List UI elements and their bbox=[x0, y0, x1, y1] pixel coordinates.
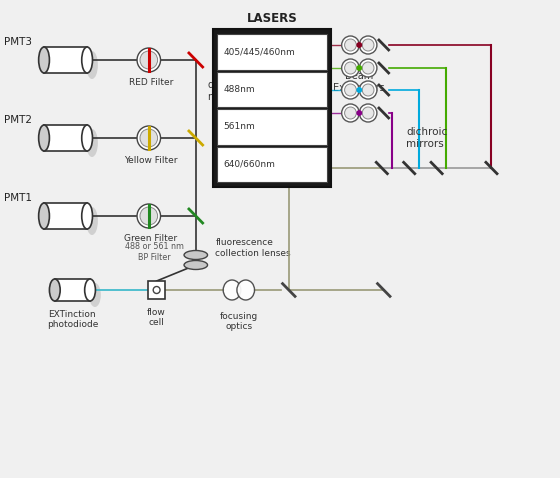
Ellipse shape bbox=[82, 47, 92, 73]
Ellipse shape bbox=[39, 203, 49, 229]
Bar bbox=[44, 47, 87, 73]
Ellipse shape bbox=[39, 125, 49, 151]
Text: flow
cell: flow cell bbox=[147, 308, 166, 327]
Ellipse shape bbox=[86, 207, 98, 235]
Circle shape bbox=[344, 39, 356, 51]
Text: PMT1: PMT1 bbox=[4, 193, 32, 203]
Ellipse shape bbox=[86, 51, 98, 79]
Circle shape bbox=[342, 104, 360, 122]
Circle shape bbox=[342, 81, 360, 99]
Ellipse shape bbox=[49, 279, 60, 301]
Text: PMT2: PMT2 bbox=[4, 115, 32, 125]
Ellipse shape bbox=[82, 125, 92, 151]
Circle shape bbox=[344, 84, 356, 96]
Circle shape bbox=[362, 39, 374, 51]
Text: focusing
optics: focusing optics bbox=[220, 312, 258, 331]
Circle shape bbox=[360, 59, 377, 77]
Ellipse shape bbox=[237, 280, 255, 300]
Circle shape bbox=[356, 110, 362, 116]
Circle shape bbox=[342, 59, 360, 77]
Ellipse shape bbox=[184, 250, 208, 260]
Circle shape bbox=[344, 62, 356, 74]
Circle shape bbox=[356, 87, 362, 93]
Circle shape bbox=[344, 107, 356, 119]
Ellipse shape bbox=[89, 283, 101, 307]
Text: LASERS: LASERS bbox=[247, 12, 297, 25]
Text: Beam
Expanders: Beam Expanders bbox=[333, 71, 385, 93]
Bar bbox=[148, 281, 165, 299]
Ellipse shape bbox=[86, 129, 98, 157]
Circle shape bbox=[137, 204, 161, 228]
Bar bbox=[217, 109, 327, 144]
Text: dichroic
mirrors: dichroic mirrors bbox=[208, 80, 246, 102]
Text: PMT3: PMT3 bbox=[4, 37, 32, 47]
Bar bbox=[44, 203, 87, 229]
Circle shape bbox=[356, 65, 362, 71]
Circle shape bbox=[362, 62, 374, 74]
Text: RED Filter: RED Filter bbox=[129, 78, 173, 87]
Circle shape bbox=[360, 36, 377, 54]
Circle shape bbox=[356, 42, 362, 48]
Circle shape bbox=[362, 107, 374, 119]
Text: 488nm: 488nm bbox=[223, 85, 255, 94]
Circle shape bbox=[140, 51, 157, 69]
Circle shape bbox=[342, 36, 360, 54]
Bar bbox=[217, 34, 327, 69]
Circle shape bbox=[140, 207, 157, 225]
Text: 561nm: 561nm bbox=[223, 122, 255, 131]
Bar bbox=[213, 29, 331, 187]
Bar bbox=[44, 125, 87, 151]
Text: EXTinction
photodiode: EXTinction photodiode bbox=[46, 310, 98, 329]
Circle shape bbox=[137, 126, 161, 150]
Circle shape bbox=[140, 129, 157, 147]
Bar bbox=[55, 279, 90, 301]
Circle shape bbox=[362, 84, 374, 96]
Text: 488 or 561 nm
BP Filter: 488 or 561 nm BP Filter bbox=[125, 242, 184, 261]
Ellipse shape bbox=[39, 47, 49, 73]
Ellipse shape bbox=[85, 279, 95, 301]
Circle shape bbox=[360, 104, 377, 122]
Ellipse shape bbox=[184, 261, 208, 270]
Circle shape bbox=[360, 81, 377, 99]
Text: fluorescence
collection lenses: fluorescence collection lenses bbox=[216, 239, 291, 258]
Text: dichroic
mirrors: dichroic mirrors bbox=[407, 127, 447, 149]
Bar bbox=[217, 72, 327, 107]
Text: Green Filter: Green Filter bbox=[124, 234, 178, 243]
Bar bbox=[217, 146, 327, 182]
Text: 405/445/460nm: 405/445/460nm bbox=[223, 47, 295, 56]
Text: 640/660nm: 640/660nm bbox=[223, 160, 275, 169]
Ellipse shape bbox=[223, 280, 241, 300]
Ellipse shape bbox=[82, 203, 92, 229]
Circle shape bbox=[137, 48, 161, 72]
Text: Yellow Filter: Yellow Filter bbox=[124, 156, 178, 165]
